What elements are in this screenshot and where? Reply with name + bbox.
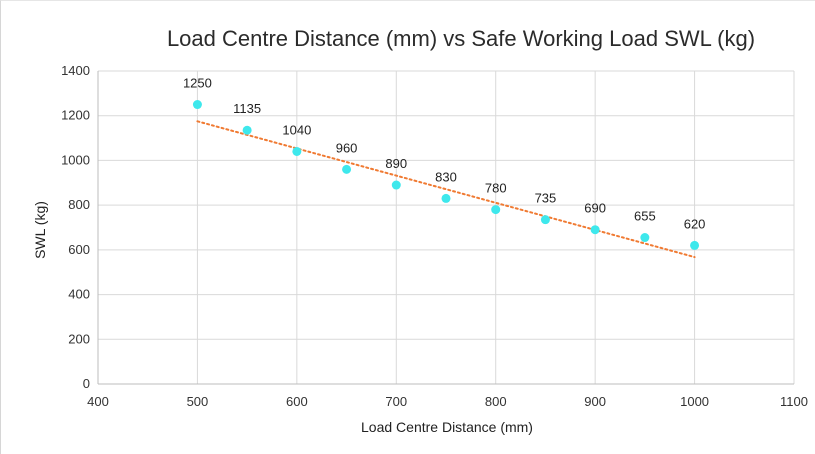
trendline [196, 120, 696, 259]
data-point [540, 215, 550, 225]
axes [97, 71, 794, 385]
x-axis-label: Load Centre Distance (mm) [361, 419, 533, 435]
data-label: 655 [634, 209, 656, 224]
data-label: 1250 [183, 76, 212, 91]
x-tick-label: 900 [584, 394, 606, 409]
data-point [342, 164, 352, 174]
data-point [292, 146, 302, 156]
x-tick-labels: 400 500 600 700 800 900 1000 1100 [87, 394, 808, 409]
y-tick-label: 200 [68, 331, 90, 346]
x-tick-label: 400 [87, 394, 109, 409]
y-tick-label: 0 [83, 376, 90, 391]
data-label: 780 [485, 181, 507, 196]
x-tick-label: 800 [485, 394, 507, 409]
data-label: 960 [336, 140, 358, 155]
y-tick-labels: 0 200 400 600 800 1000 1200 1400 [61, 63, 90, 391]
data-labels: 1250 1135 1040 960 890 830 780 735 690 655 620 [183, 76, 705, 232]
data-point [690, 240, 700, 250]
x-tick-label: 700 [385, 394, 407, 409]
x-tick-label: 500 [187, 394, 209, 409]
data-label: 890 [385, 156, 407, 171]
data-label: 620 [684, 216, 706, 231]
x-tick-label: 600 [286, 394, 308, 409]
data-label: 690 [584, 201, 606, 216]
data-points [192, 100, 700, 250]
y-tick-label: 400 [68, 287, 90, 302]
y-tick-label: 1200 [61, 108, 90, 123]
y-tick-label: 1000 [61, 152, 90, 167]
x-tick-label: 1100 [780, 394, 808, 409]
chart-title: Load Centre Distance (mm) vs Safe Workin… [167, 26, 755, 51]
data-point [391, 180, 401, 190]
data-point [441, 193, 451, 203]
data-label: 1135 [233, 101, 261, 116]
y-axis-label: SWL (kg) [32, 201, 48, 259]
data-point [192, 100, 202, 110]
y-tick-label: 1400 [61, 63, 90, 78]
y-tick-label: 600 [68, 242, 90, 257]
data-label: 1040 [282, 122, 311, 137]
data-label: 735 [535, 191, 557, 206]
data-point [242, 125, 252, 135]
x-tick-label: 1000 [680, 394, 709, 409]
trendline-line [196, 120, 696, 259]
data-point [590, 225, 600, 235]
data-point [640, 233, 650, 243]
data-point [491, 205, 501, 215]
data-label: 830 [435, 169, 457, 184]
y-tick-label: 800 [68, 197, 90, 212]
